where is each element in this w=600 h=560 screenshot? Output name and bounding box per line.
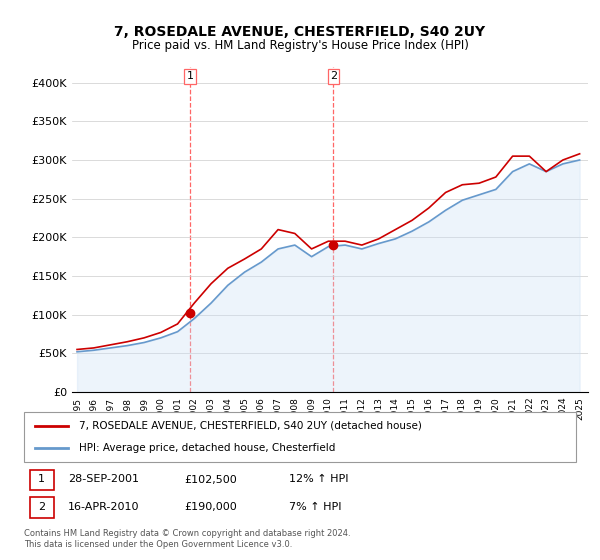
Text: £102,500: £102,500: [184, 474, 237, 484]
FancyBboxPatch shape: [29, 469, 55, 490]
Text: 1: 1: [187, 72, 194, 82]
Text: £190,000: £190,000: [184, 502, 237, 512]
FancyBboxPatch shape: [24, 412, 576, 462]
Text: Contains HM Land Registry data © Crown copyright and database right 2024.
This d: Contains HM Land Registry data © Crown c…: [24, 529, 350, 549]
Text: 2: 2: [330, 72, 337, 82]
Text: HPI: Average price, detached house, Chesterfield: HPI: Average price, detached house, Ches…: [79, 443, 335, 453]
Text: 7% ↑ HPI: 7% ↑ HPI: [289, 502, 341, 512]
Text: 12% ↑ HPI: 12% ↑ HPI: [289, 474, 349, 484]
Text: Price paid vs. HM Land Registry's House Price Index (HPI): Price paid vs. HM Land Registry's House …: [131, 39, 469, 52]
Text: 16-APR-2010: 16-APR-2010: [68, 502, 140, 512]
Text: 2: 2: [38, 502, 45, 512]
Text: 7, ROSEDALE AVENUE, CHESTERFIELD, S40 2UY: 7, ROSEDALE AVENUE, CHESTERFIELD, S40 2U…: [115, 25, 485, 39]
Text: 28-SEP-2001: 28-SEP-2001: [68, 474, 139, 484]
FancyBboxPatch shape: [29, 497, 55, 517]
Text: 1: 1: [38, 474, 45, 484]
Text: 7, ROSEDALE AVENUE, CHESTERFIELD, S40 2UY (detached house): 7, ROSEDALE AVENUE, CHESTERFIELD, S40 2U…: [79, 421, 422, 431]
